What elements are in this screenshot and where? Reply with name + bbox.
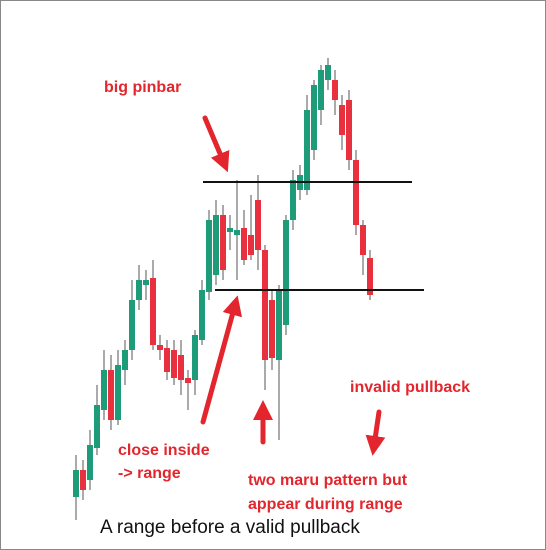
- candle-body: [80, 470, 86, 490]
- plot: [73, 58, 424, 520]
- candle-body: [178, 355, 184, 380]
- candle-body: [185, 378, 191, 383]
- arrow: [365, 409, 386, 456]
- candle-body: [115, 365, 121, 420]
- candle-body: [136, 280, 142, 300]
- candle-body: [262, 250, 268, 360]
- candle-body: [164, 348, 170, 372]
- candle-body: [234, 230, 240, 235]
- arrow: [200, 295, 243, 425]
- annotation: close inside: [118, 442, 210, 459]
- candle-body: [360, 225, 366, 255]
- candle-body: [248, 235, 254, 255]
- candle-body: [171, 350, 177, 378]
- candle-body: [311, 85, 317, 150]
- candle-body: [318, 70, 324, 110]
- candle-body: [199, 290, 205, 340]
- candle-body: [220, 215, 226, 270]
- arrow: [202, 115, 230, 173]
- candle-body: [276, 290, 282, 360]
- annotation: big pinbar: [104, 79, 181, 96]
- candle-body: [290, 180, 296, 220]
- candle-body: [367, 258, 373, 295]
- arrows: [200, 115, 386, 456]
- annotation: -> range: [118, 465, 181, 482]
- candle-body: [304, 110, 310, 190]
- candle-body: [129, 300, 135, 350]
- candle-body: [73, 470, 79, 497]
- candle-body: [241, 228, 247, 260]
- candle-body: [94, 405, 100, 448]
- annotation: two maru pattern but: [248, 472, 408, 489]
- caption: A range before a valid pullback: [100, 517, 360, 538]
- candle-body: [213, 215, 219, 275]
- candle-body: [227, 228, 233, 232]
- candle-body: [269, 300, 275, 358]
- candle-body: [157, 345, 163, 350]
- candle-body: [325, 65, 331, 80]
- candle-body: [192, 335, 198, 380]
- candle-body: [255, 200, 261, 250]
- candle-body: [143, 280, 149, 285]
- candle-body: [122, 350, 128, 370]
- candle-body: [339, 105, 345, 135]
- candle-body: [283, 220, 289, 325]
- candle-body: [87, 445, 93, 480]
- candle-body: [206, 220, 212, 292]
- annotation: appear during range: [248, 496, 403, 513]
- candle-body: [332, 80, 338, 100]
- annotation: invalid pullback: [350, 379, 470, 396]
- candle-body: [346, 100, 352, 160]
- candle-body: [108, 370, 114, 420]
- candle-body: [101, 370, 107, 410]
- candle-body: [150, 278, 156, 345]
- candle-body: [353, 160, 359, 225]
